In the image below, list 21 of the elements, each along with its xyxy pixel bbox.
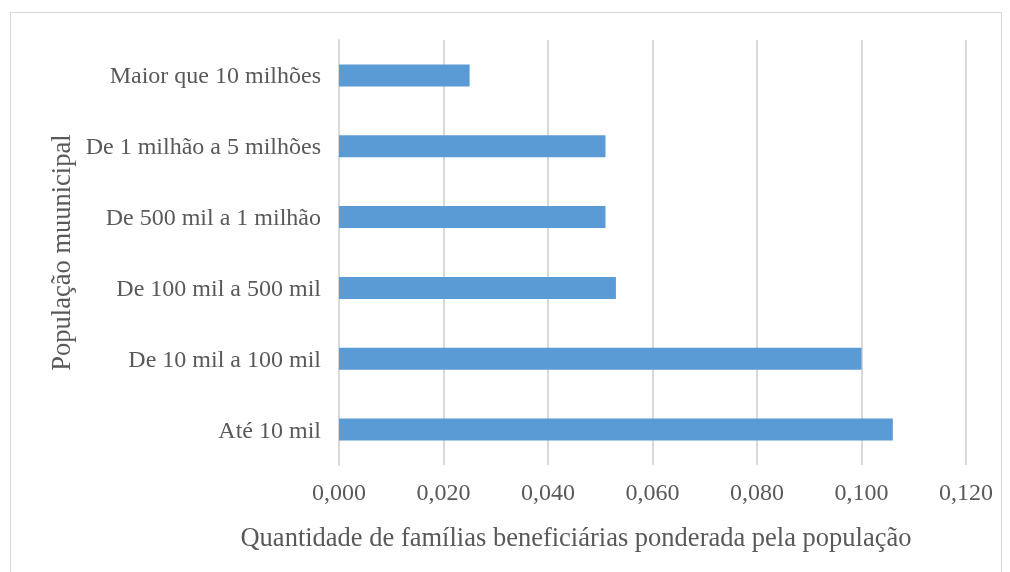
x-tick-label: 0,020	[416, 479, 471, 505]
x-tick-label: 0,120	[939, 479, 993, 505]
y-tick-label: Maior que 10 milhões	[109, 62, 321, 89]
y-tick-label: Até 10 mil	[218, 416, 322, 443]
bar	[339, 347, 862, 370]
x-tick-label: 0,000	[312, 479, 366, 505]
bar	[339, 418, 893, 441]
bar	[339, 276, 616, 299]
x-axis-title: Quantidade de famílias beneficiárias ponderada pela população	[240, 522, 912, 552]
x-tick-label: 0,080	[730, 479, 784, 505]
y-tick-label: De 1 milhão a 5 milhões	[85, 133, 321, 160]
bar	[339, 64, 470, 87]
y-tick-label: De 10 mil a 100 mil	[128, 345, 322, 372]
y-tick-label: De 100 mil a 500 mil	[116, 274, 322, 301]
bar	[339, 135, 606, 158]
y-tick-label: De 500 mil a 1 milhão	[105, 204, 321, 231]
bar	[339, 206, 606, 229]
x-tick-label: 0,040	[521, 479, 575, 505]
x-tick-label: 0,060	[625, 479, 680, 505]
x-tick-label: 0,100	[834, 479, 889, 505]
y-axis-title: População muunicipal	[46, 134, 77, 371]
